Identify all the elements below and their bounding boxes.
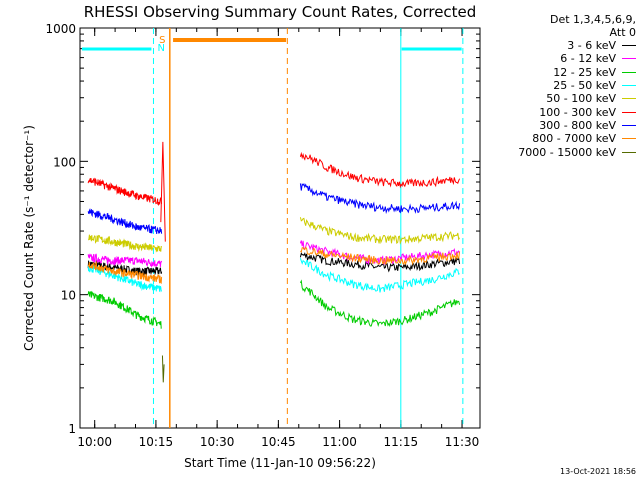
series-12-25-kev-segment-2 xyxy=(299,279,461,328)
series-7000-15000-kev-trace xyxy=(161,355,165,383)
saa-flag-label: S xyxy=(159,35,165,46)
legend-entry-label: 6 - 12 keV xyxy=(560,52,616,66)
legend-entry: 7000 - 15000 keV xyxy=(478,145,636,159)
legend-entry-swatch xyxy=(622,45,636,47)
legend-entry: 50 - 100 keV xyxy=(478,92,636,105)
x-tick-label: 10:15 xyxy=(139,435,174,449)
series-300-800-kev-segment-2 xyxy=(299,183,461,215)
legend-entry-swatch xyxy=(622,151,636,153)
y-tick-label: 10 xyxy=(61,289,76,303)
legend-header-line-2: Att 0 xyxy=(609,26,636,39)
x-tick-label: 10:00 xyxy=(77,435,112,449)
legend-entry-label: 100 - 300 keV xyxy=(539,105,616,119)
series-100-300-kev-segment-2 xyxy=(299,151,461,189)
legend-header-line-1: Det 1,3,4,5,6,9, xyxy=(549,13,636,26)
series-50-100-kev-segment-2 xyxy=(299,217,461,245)
y-tick-label: 100 xyxy=(53,155,76,169)
chart-title: RHESSI Observing Summary Count Rates, Co… xyxy=(84,3,477,21)
legend-entry-label: 3 - 6 keV xyxy=(567,39,616,53)
y-tick-label: 1000 xyxy=(45,22,76,36)
y-axis-label: Corrected Count Rate (s⁻¹ detector⁻¹) xyxy=(22,125,36,351)
legend-entry-swatch xyxy=(622,71,636,73)
x-tick-label: 11:15 xyxy=(384,435,419,449)
legend-entry: 100 - 300 keV xyxy=(478,105,636,119)
x-axis-label: Start Time (11-Jan-10 09:56:22) xyxy=(184,456,376,470)
legend-entry-label: 50 - 100 keV xyxy=(546,92,616,106)
legend-entry-label: 25 - 50 keV xyxy=(553,79,616,93)
legend-entry-label: 7000 - 15000 keV xyxy=(518,145,616,159)
series-6-12-kev-segment-2 xyxy=(299,240,461,266)
series-800-7000-kev-segment-1 xyxy=(87,260,163,284)
night-flag-label: N xyxy=(158,43,165,54)
legend-entry-swatch xyxy=(622,138,636,140)
legend-entry: 800 - 7000 keV xyxy=(478,132,636,145)
legend-entry: 3 - 6 keV xyxy=(478,39,636,52)
legend-entry-swatch xyxy=(622,58,636,60)
legend-entry-label: 800 - 7000 keV xyxy=(532,132,616,146)
x-tick-label: 11:00 xyxy=(322,435,357,449)
y-tick-label: 1 xyxy=(68,422,76,436)
series-50-100-kev-segment-1 xyxy=(88,234,163,253)
legend-entry-swatch xyxy=(622,85,636,87)
legend-entry-label: 300 - 800 keV xyxy=(539,118,616,132)
legend-entry: 300 - 800 keV xyxy=(478,119,636,132)
legend-entry-swatch xyxy=(622,111,636,113)
series-12-25-kev-segment-1 xyxy=(87,290,162,329)
plot-frame xyxy=(79,27,481,429)
series-6-12-kev-segment-1 xyxy=(87,253,163,269)
legend-entry-swatch xyxy=(622,124,636,126)
legend-entry: 25 - 50 keV xyxy=(478,79,636,92)
legend: Det 1,3,4,5,6,9, Att 0 3 - 6 keV 6 - 12 k… xyxy=(478,13,636,159)
x-tick-label: 11:30 xyxy=(445,435,480,449)
footer-timestamp: 13-Oct-2021 18:56 xyxy=(560,467,636,476)
series-100-300-kev-segment-1 xyxy=(87,177,163,206)
x-tick-label: 10:45 xyxy=(261,435,296,449)
series-3-6-kev-segment-2 xyxy=(299,252,461,273)
legend-entry-swatch xyxy=(622,98,636,100)
series-100-300-kev-spike xyxy=(160,141,166,242)
legend-entry: 12 - 25 keV xyxy=(478,66,636,79)
series-300-800-kev-segment-1 xyxy=(87,208,163,235)
series-25-50-kev-segment-2 xyxy=(299,258,460,293)
legend-entry-label: 12 - 25 keV xyxy=(553,65,616,79)
x-tick-label: 10:30 xyxy=(200,435,235,449)
series-800-7000-kev-segment-2 xyxy=(300,246,461,266)
legend-entry: 6 - 12 keV xyxy=(478,52,636,65)
